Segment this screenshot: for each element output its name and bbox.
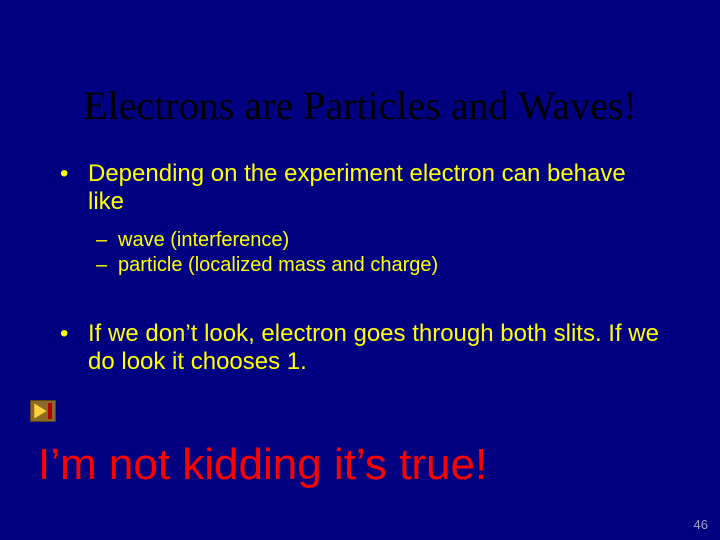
bullet-1: • Depending on the experiment electron c… [60,160,660,215]
subbullet-2-text: particle (localized mass and charge) [118,254,438,276]
bullet-2: • If we don’t look, electron goes throug… [60,320,660,375]
play-icon[interactable] [30,400,56,422]
subbullet-1-text: wave (interference) [118,229,289,251]
callout-text: I’m not kidding it’s true! [38,440,487,490]
subbullet-2: –particle (localized mass and charge) [96,253,438,277]
subbullet-marker: – [96,228,118,252]
subbullet-1: –wave (interference) [96,228,289,252]
bullet-marker: • [60,320,68,348]
bullet-marker: • [60,160,68,188]
page-number: 46 [694,517,708,532]
slide-title: Electrons are Particles and Waves! [0,82,720,129]
subbullet-marker: – [96,253,118,277]
bullet-2-text: If we don’t look, electron goes through … [88,320,660,375]
bullet-1-text: Depending on the experiment electron can… [88,160,660,215]
